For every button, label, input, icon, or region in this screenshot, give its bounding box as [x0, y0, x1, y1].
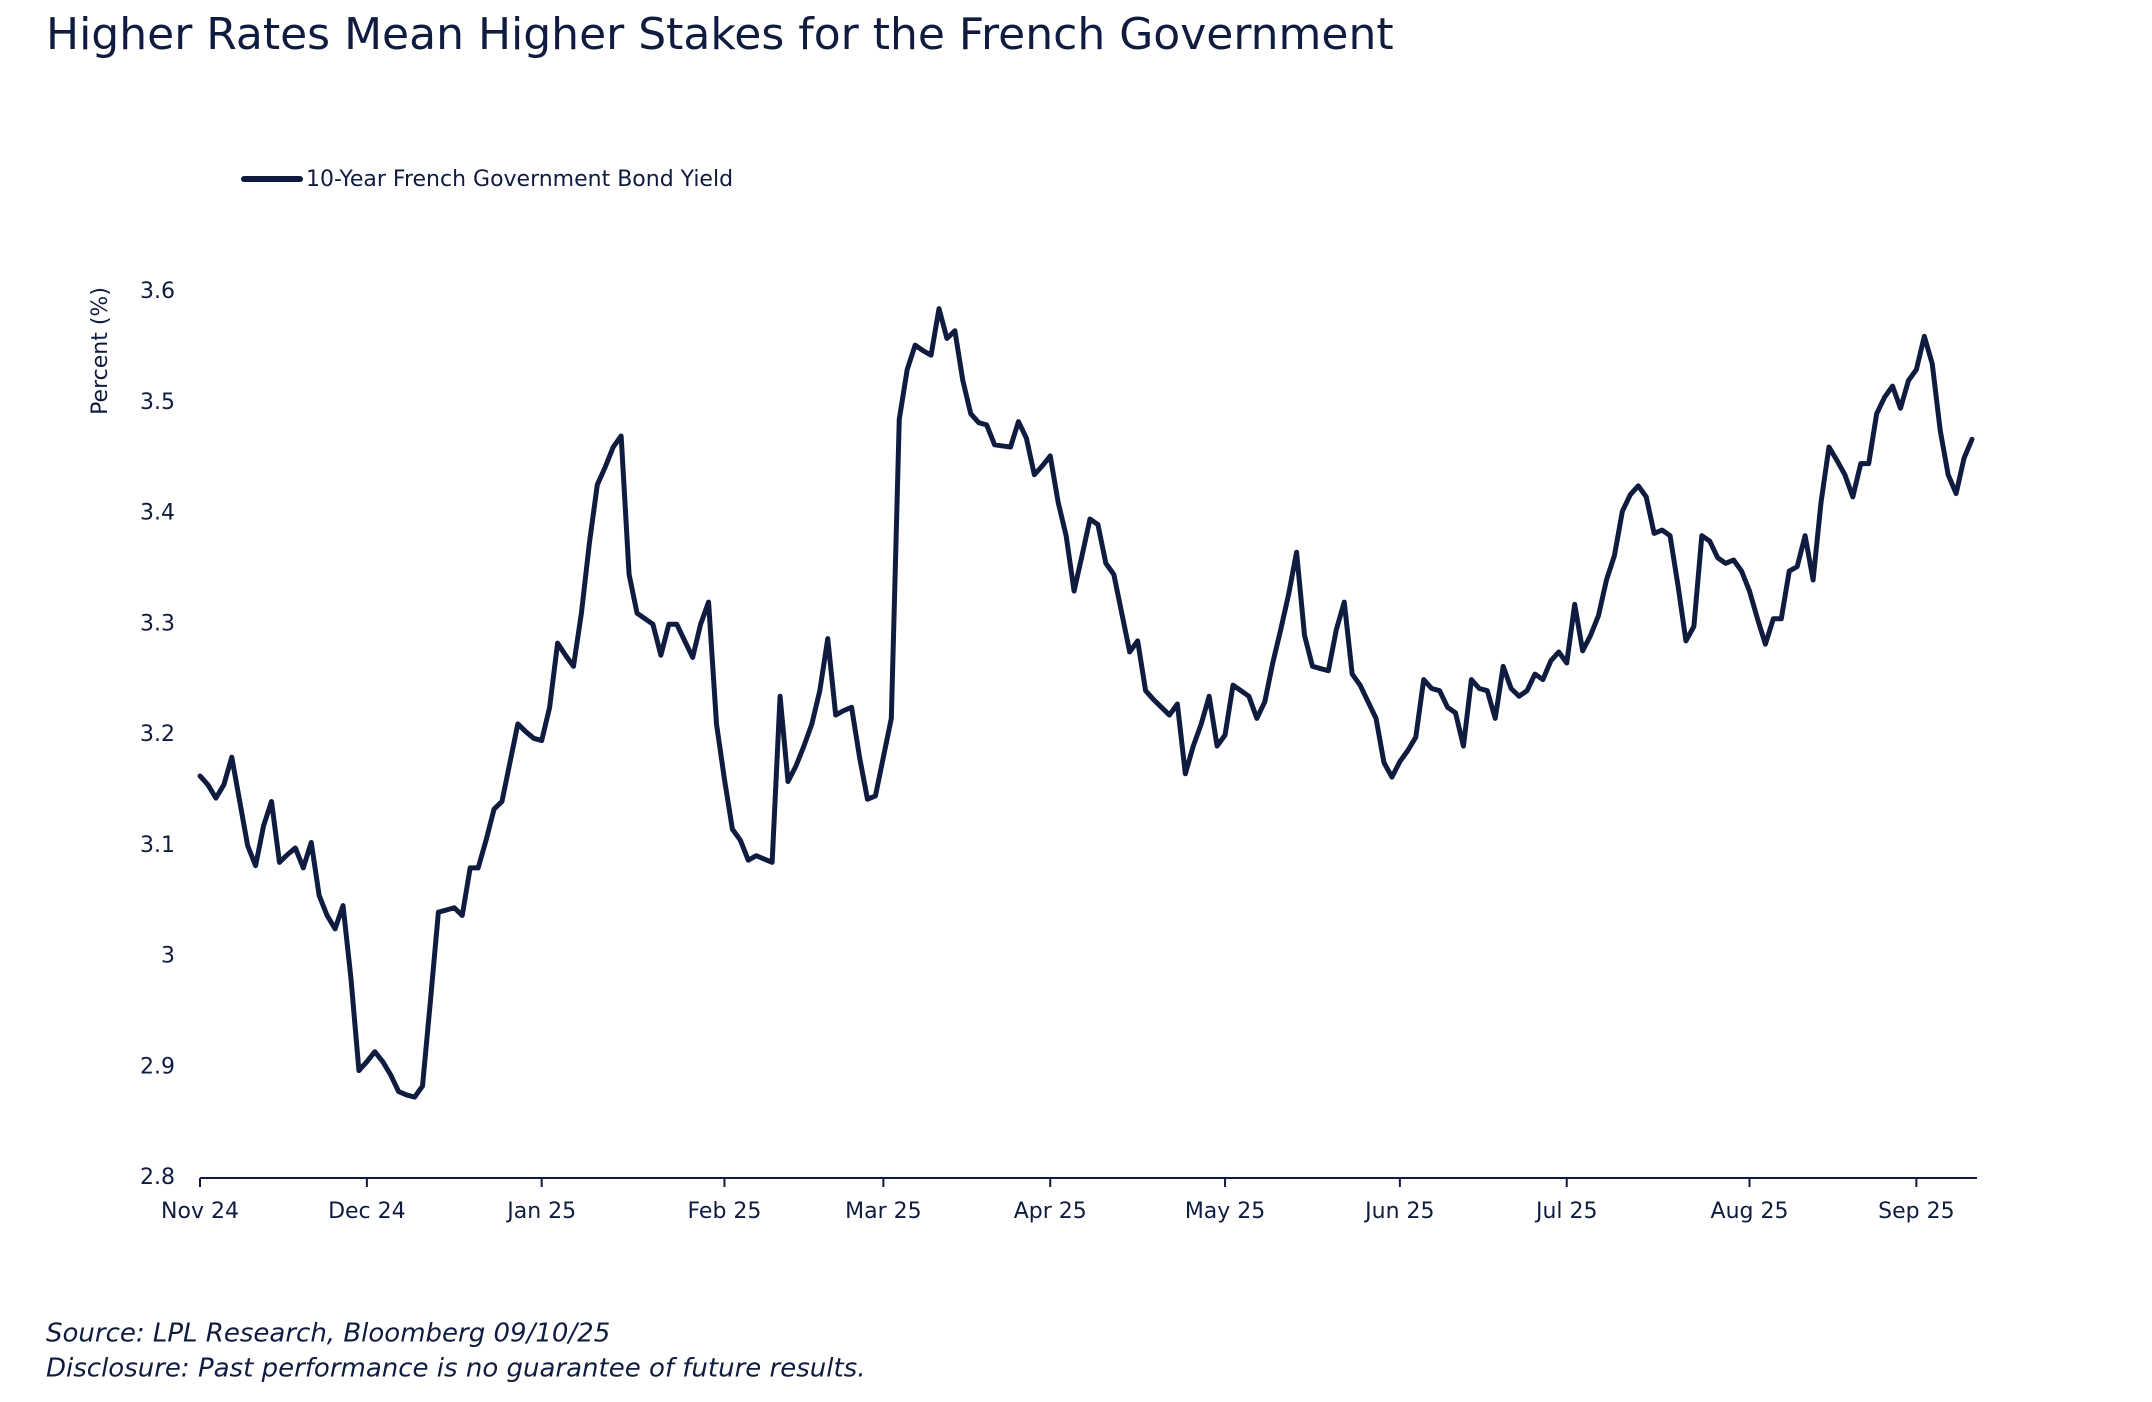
- x-tick-label: Feb 25: [687, 1199, 761, 1224]
- y-tick-label: 3: [161, 944, 175, 969]
- y-tick-label: 2.8: [140, 1165, 175, 1190]
- footnote: Disclosure: Past performance is no guara…: [46, 1354, 865, 1384]
- x-tick-label: Jan 25: [505, 1199, 576, 1224]
- chart-title: Higher Rates Mean Higher Stakes for the …: [46, 9, 1394, 60]
- y-tick-label: 3.3: [140, 611, 175, 636]
- y-tick-label: 2.9: [140, 1054, 175, 1079]
- x-tick-label: Jun 25: [1363, 1199, 1434, 1224]
- data-line: [197, 306, 1975, 1100]
- x-tick-label: Aug 25: [1711, 1199, 1789, 1224]
- x-tick-label: Dec 24: [328, 1199, 406, 1224]
- y-tick-label: 3.2: [140, 722, 175, 747]
- x-tick-label: Mar 25: [845, 1199, 922, 1224]
- legend-label: 10-Year French Government Bond Yield: [306, 167, 733, 192]
- x-tick-label: Sep 25: [1878, 1199, 1954, 1224]
- y-axis-label: Percent (%): [88, 287, 113, 415]
- x-tick-label: Apr 25: [1014, 1199, 1087, 1224]
- x-tick-label: Jul 25: [1534, 1199, 1598, 1224]
- y-tick-label: 3.5: [140, 390, 175, 415]
- y-tick-label: 3.4: [140, 501, 175, 526]
- x-tick-label: Nov 24: [161, 1199, 239, 1224]
- x-tick-label: May 25: [1185, 1199, 1265, 1224]
- y-tick-label: 3.6: [140, 279, 175, 304]
- y-tick-label: 3.1: [140, 833, 175, 858]
- footnote: Source: LPL Research, Bloomberg 09/10/25: [46, 1319, 610, 1349]
